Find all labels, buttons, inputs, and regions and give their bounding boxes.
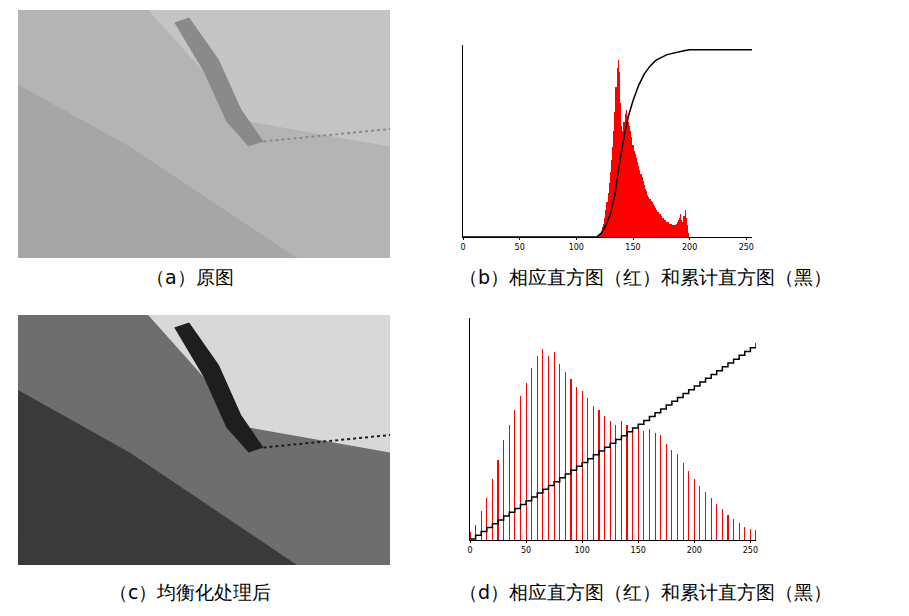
svg-text:200: 200 — [682, 243, 697, 252]
svg-text:150: 150 — [631, 546, 646, 555]
svg-text:250: 250 — [739, 243, 754, 252]
svg-text:50: 50 — [521, 546, 531, 555]
svg-text:（b）相应直方图（红）和累计直方图（黑）: （b）相应直方图（红）和累计直方图（黑） — [459, 266, 832, 288]
svg-text:（a）原图: （a）原图 — [146, 266, 234, 288]
svg-text:0: 0 — [460, 243, 465, 252]
svg-text:50: 50 — [515, 243, 525, 252]
svg-text:（c）均衡化处理后: （c）均衡化处理后 — [109, 581, 271, 603]
svg-text:200: 200 — [687, 546, 702, 555]
svg-text:100: 100 — [569, 243, 584, 252]
svg-text:0: 0 — [467, 546, 472, 555]
svg-text:（d）相应直方图（红）和累计直方图（黑）: （d）相应直方图（红）和累计直方图（黑） — [459, 581, 832, 603]
svg-text:250: 250 — [743, 546, 758, 555]
svg-text:100: 100 — [575, 546, 590, 555]
svg-text:150: 150 — [625, 243, 640, 252]
